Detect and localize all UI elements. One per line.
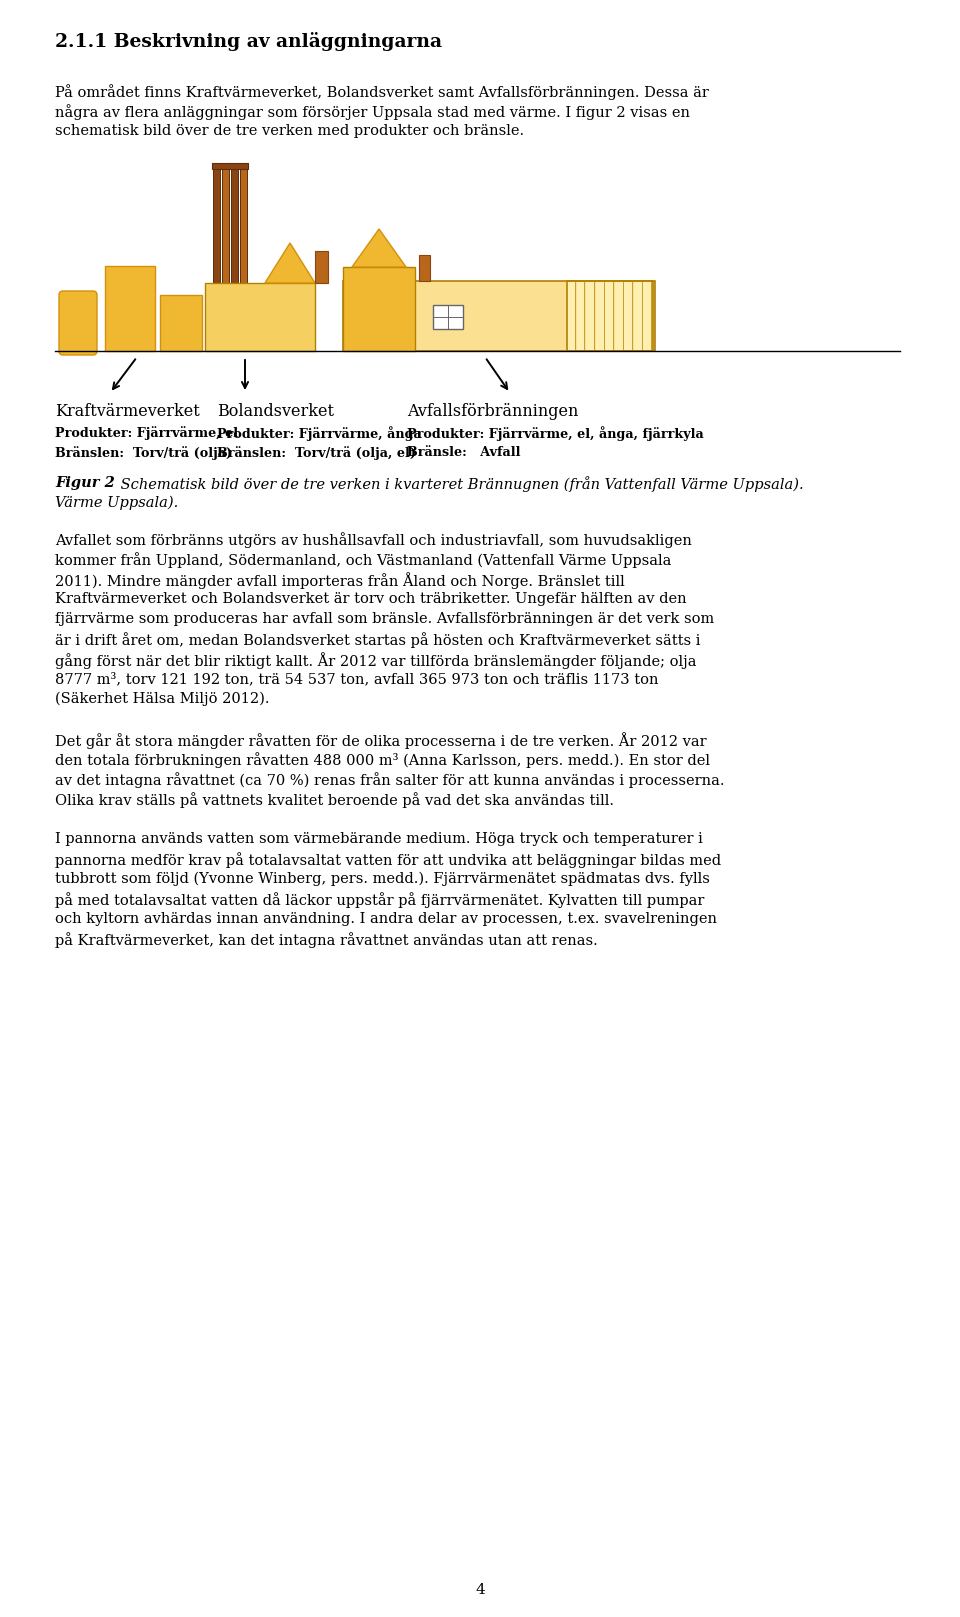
Text: Det går åt stora mängder råvatten för de olika processerna i de tre verken. År 2: Det går åt stora mängder råvatten för de…: [55, 733, 707, 749]
Text: tubbrott som följd (Yvonne Winberg, pers. medd.). Fjärrvärmenätet spädmatas dvs.: tubbrott som följd (Yvonne Winberg, pers…: [55, 872, 709, 886]
Text: gång först när det blir riktigt kallt. År 2012 var tillförda bränslemängder följ: gång först när det blir riktigt kallt. Å…: [55, 652, 697, 669]
Bar: [205, 283, 315, 351]
Bar: [105, 267, 155, 351]
Text: 4: 4: [475, 1583, 485, 1598]
Bar: [433, 306, 463, 328]
Bar: [634, 281, 641, 349]
FancyBboxPatch shape: [59, 291, 97, 356]
Bar: [343, 267, 415, 351]
Bar: [605, 281, 613, 349]
Text: Schematisk bild över de tre verken i kvarteret Brännugnen (från Vattenfall Värme: Schematisk bild över de tre verken i kva…: [116, 475, 804, 492]
Text: Produkter: Fjärrvärme, el: Produkter: Fjärrvärme, el: [55, 427, 238, 440]
Text: den totala förbrukningen råvatten 488 000 m³ (Anna Karlsson, pers. medd.). En st: den totala förbrukningen råvatten 488 00…: [55, 752, 710, 768]
Text: 2.1.1 Beskrivning av anläggningarna: 2.1.1 Beskrivning av anläggningarna: [55, 32, 442, 52]
Text: schematisk bild över de tre verken med produkter och bränsle.: schematisk bild över de tre verken med p…: [55, 125, 524, 137]
Text: (Säkerhet Hälsa Miljö 2012).: (Säkerhet Hälsa Miljö 2012).: [55, 692, 270, 707]
Bar: [419, 255, 430, 281]
Bar: [160, 294, 202, 351]
Text: Avfallet som förbränns utgörs av hushållsavfall och industriavfall, som huvudsak: Avfallet som förbränns utgörs av hushåll…: [55, 532, 692, 548]
Text: Bränsle:   Avfall: Bränsle: Avfall: [407, 446, 520, 459]
Polygon shape: [265, 243, 315, 283]
Bar: [230, 170, 238, 348]
Text: några av flera anläggningar som försörjer Uppsala stad med värme. I figur 2 visa: några av flera anläggningar som försörje…: [55, 103, 690, 120]
Text: på Kraftvärmeverket, kan det intagna råvattnet användas utan att renas.: på Kraftvärmeverket, kan det intagna råv…: [55, 931, 598, 948]
Bar: [595, 281, 604, 349]
Text: Produkter: Fjärrvärme, el, ånga, fjärrkyla: Produkter: Fjärrvärme, el, ånga, fjärrky…: [407, 427, 704, 441]
Bar: [222, 170, 229, 348]
Text: Kraftvärmeverket: Kraftvärmeverket: [55, 403, 200, 420]
Text: Bränslen:  Torv/trä (olja, el): Bränslen: Torv/trä (olja, el): [217, 446, 416, 459]
Text: Värme Uppsala).: Värme Uppsala).: [55, 496, 179, 511]
Bar: [577, 281, 585, 349]
Bar: [624, 281, 633, 349]
Text: Figur 2: Figur 2: [55, 475, 115, 490]
Bar: [212, 163, 249, 170]
Bar: [567, 281, 575, 349]
Text: 8777 m³, torv 121 192 ton, trä 54 537 ton, avfall 365 973 ton och träflis 1173 t: 8777 m³, torv 121 192 ton, trä 54 537 to…: [55, 673, 659, 686]
Text: I pannorna används vatten som värmebärande medium. Höga tryck och temperaturer i: I pannorna används vatten som värmebäran…: [55, 833, 703, 846]
Text: Produkter: Fjärrvärme, ånga: Produkter: Fjärrvärme, ånga: [217, 427, 421, 441]
Bar: [240, 170, 247, 348]
Text: Olika krav ställs på vattnets kvalitet beroende på vad det ska användas till.: Olika krav ställs på vattnets kvalitet b…: [55, 792, 614, 808]
Bar: [643, 281, 651, 349]
Polygon shape: [352, 230, 406, 267]
Text: av det intagna råvattnet (ca 70 %) renas från salter för att kunna användas i pr: av det intagna råvattnet (ca 70 %) renas…: [55, 771, 725, 787]
Text: Bränslen:  Torv/trä (olja): Bränslen: Torv/trä (olja): [55, 446, 232, 459]
Text: Kraftvärmeverket och Bolandsverket är torv och träbriketter. Ungefär hälften av : Kraftvärmeverket och Bolandsverket är to…: [55, 592, 686, 606]
Text: fjärrvärme som produceras har avfall som bränsle. Avfallsförbränningen är det ve: fjärrvärme som produceras har avfall som…: [55, 611, 714, 626]
Text: och kyltorn avhärdas innan användning. I andra delar av processen, t.ex. svavelr: och kyltorn avhärdas innan användning. I…: [55, 912, 717, 927]
Text: Bolandsverket: Bolandsverket: [217, 403, 334, 420]
Text: på med totalavsaltat vatten då läckor uppstår på fjärrvärmenätet. Kylvatten till: på med totalavsaltat vatten då läckor up…: [55, 893, 705, 907]
Bar: [567, 281, 653, 351]
Bar: [614, 281, 623, 349]
Bar: [213, 170, 221, 348]
Text: På området finns Kraftvärmeverket, Bolandsverket samt Avfallsförbränningen. Dess: På området finns Kraftvärmeverket, Bolan…: [55, 84, 708, 100]
Text: kommer från Uppland, Södermanland, och Västmanland (Vattenfall Värme Uppsala: kommer från Uppland, Södermanland, och V…: [55, 551, 671, 568]
Text: pannorna medför krav på totalavsaltat vatten för att undvika att beläggningar bi: pannorna medför krav på totalavsaltat va…: [55, 852, 721, 868]
Text: Avfallsförbränningen: Avfallsförbränningen: [407, 403, 578, 420]
Bar: [315, 251, 328, 283]
Bar: [587, 281, 594, 349]
Text: är i drift året om, medan Bolandsverket startas på hösten och Kraftvärmeverket s: är i drift året om, medan Bolandsverket …: [55, 632, 701, 648]
Text: 2011). Mindre mängder avfall importeras från Åland och Norge. Bränslet till: 2011). Mindre mängder avfall importeras …: [55, 572, 625, 589]
Bar: [343, 281, 655, 351]
